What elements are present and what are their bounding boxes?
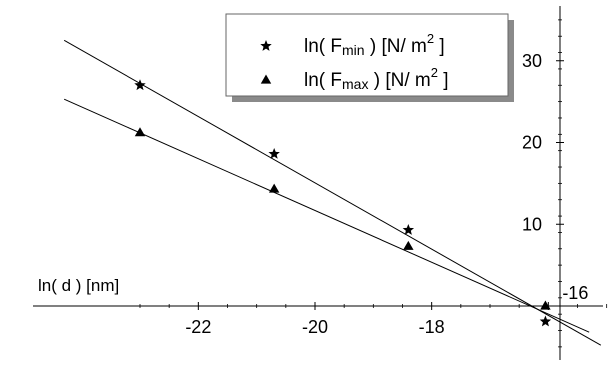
fit-line-fmax — [63, 98, 590, 333]
point-fmax-triangle — [134, 127, 146, 137]
legend-marker-star — [260, 40, 272, 51]
point-fmax-triangle — [268, 183, 280, 193]
y-tick-label: 30 — [522, 51, 542, 71]
point-fmax-triangle — [540, 300, 551, 310]
x-tick-label: -16 — [562, 283, 588, 303]
markers — [134, 79, 552, 327]
fit-line-fmin — [63, 39, 602, 346]
y-tick-label: 10 — [522, 214, 542, 234]
point-fmin-star — [402, 223, 415, 235]
x-tick-label: -20 — [302, 317, 328, 337]
point-fmin-star — [268, 147, 280, 159]
point-fmin-star — [134, 79, 146, 91]
legend-label-fmin: ln( Fmin ) [N/ m2 ] — [304, 31, 445, 58]
x-axis-label: ln( d ) [nm] — [38, 276, 119, 295]
y-tick-label: 20 — [522, 133, 542, 153]
legend: ln( Fmin ) [N/ m2 ] ln( Fmax ) [N/ m2 ] — [225, 13, 514, 102]
point-fmax-triangle — [403, 240, 414, 250]
legend-box — [225, 13, 509, 97]
fit-lines — [63, 39, 602, 346]
x-tick-label: -22 — [185, 317, 211, 337]
legend-label-fmax: ln( Fmax ) [N/ m2 ] — [304, 65, 449, 92]
legend-marker-triangle — [260, 74, 272, 84]
point-fmin-star — [539, 315, 552, 327]
x-tick-label: -18 — [419, 317, 445, 337]
